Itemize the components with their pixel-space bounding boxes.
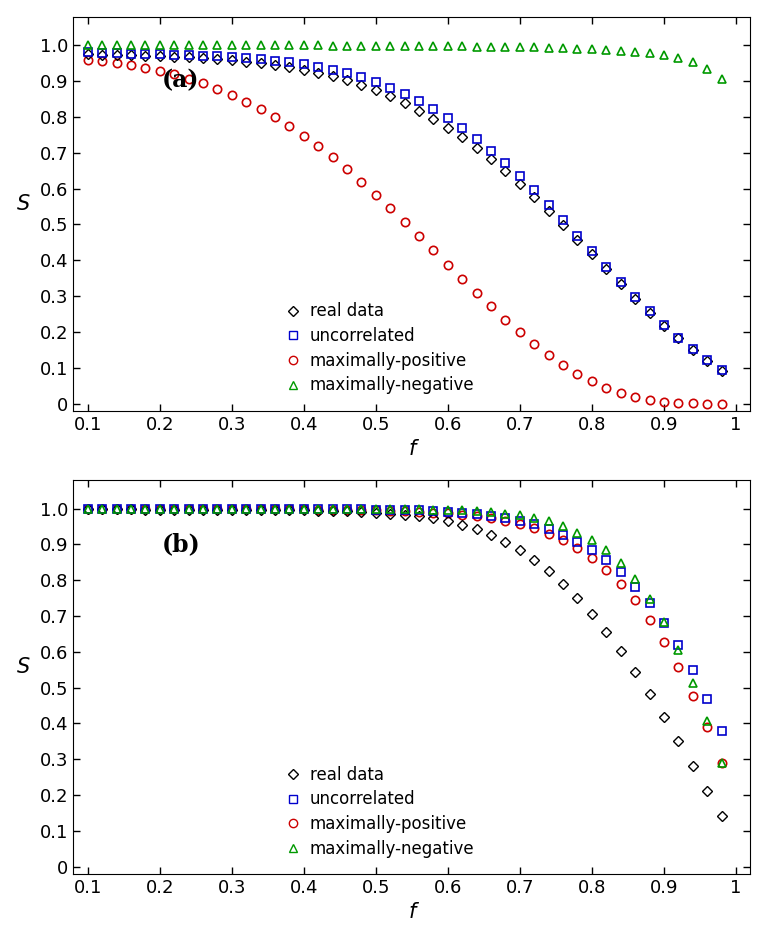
- Legend: real data, uncorrelated, maximally-positive, maximally-negative: real data, uncorrelated, maximally-posit…: [285, 765, 474, 857]
- Text: (a): (a): [161, 69, 199, 93]
- Text: (b): (b): [161, 531, 200, 556]
- Y-axis label: S: S: [17, 657, 30, 677]
- X-axis label: f: f: [408, 902, 416, 922]
- Legend: real data, uncorrelated, maximally-positive, maximally-negative: real data, uncorrelated, maximally-posit…: [285, 302, 474, 394]
- Y-axis label: S: S: [17, 193, 30, 214]
- X-axis label: f: f: [408, 439, 416, 459]
